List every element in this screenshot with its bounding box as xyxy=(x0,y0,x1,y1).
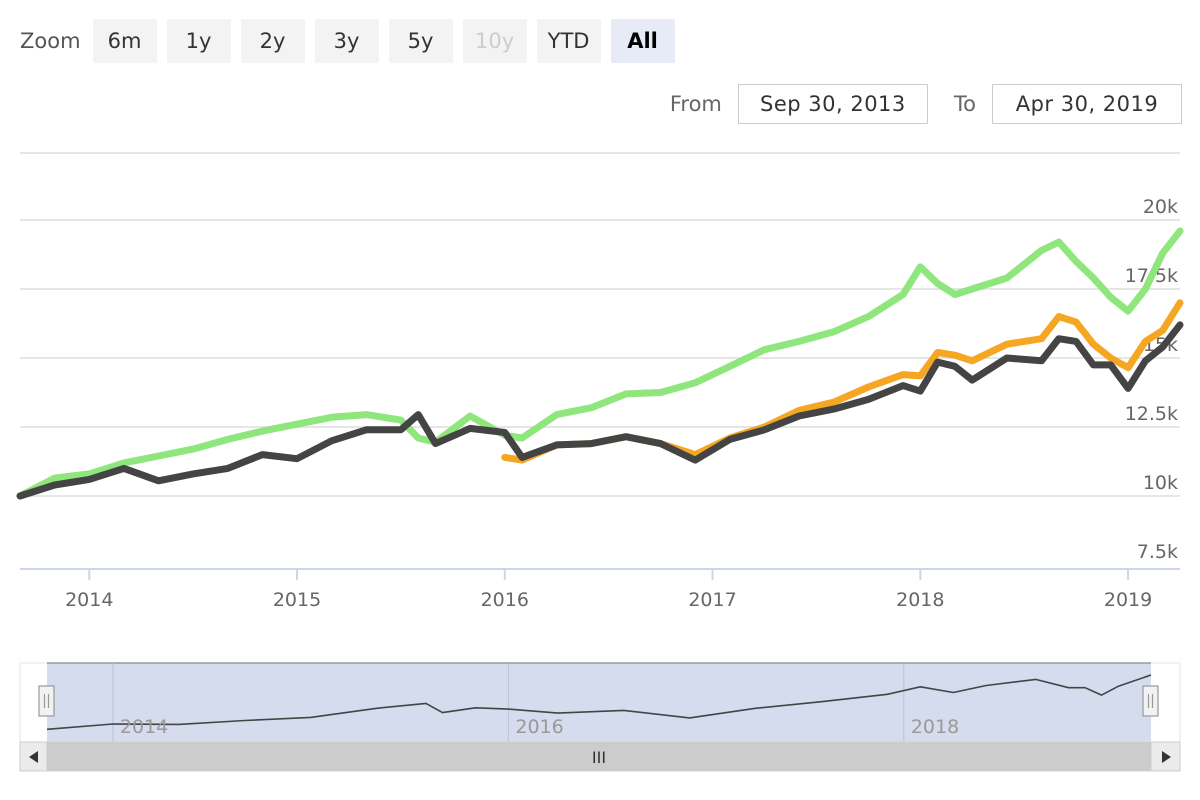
from-date-input[interactable]: Sep 30, 2013 xyxy=(737,84,928,124)
navigator-series-line xyxy=(46,674,1152,731)
navigator-selected-range[interactable] xyxy=(47,663,1151,743)
x-tick-label: 2014 xyxy=(65,589,113,611)
navigator[interactable]: 2014 2016 2018 xyxy=(19,662,1181,744)
y-tick-label: 10k xyxy=(1143,472,1178,494)
navigator-grid xyxy=(112,663,905,742)
series-line-0 xyxy=(16,227,1184,500)
to-label: To xyxy=(953,92,976,116)
zoom-ytd-button[interactable]: YTD xyxy=(536,19,601,63)
zoom-label: Zoom xyxy=(20,29,81,53)
zoom-6m-button[interactable]: 6m xyxy=(92,19,157,63)
navigator-line xyxy=(46,674,1152,731)
scrollbar[interactable]: III xyxy=(19,741,1181,772)
x-tick-label: 2018 xyxy=(896,589,944,611)
x-tick-label: 2016 xyxy=(481,589,529,611)
to-date-input[interactable]: Apr 30, 2019 xyxy=(992,84,1182,124)
x-tick-label: 2015 xyxy=(273,589,321,611)
x-tick-label: 2019 xyxy=(1104,589,1152,611)
navigator-right-handle[interactable] xyxy=(1142,685,1159,717)
navigator-tick-label: 2016 xyxy=(515,716,563,738)
navigator-tick-label: 2014 xyxy=(120,716,168,738)
y-tick-label: 12.5k xyxy=(1125,403,1178,425)
navigator-left-handle[interactable] xyxy=(38,685,55,717)
from-label: From xyxy=(669,92,722,116)
triangle-left-icon[interactable] xyxy=(29,751,38,763)
scrollbar-right-button[interactable] xyxy=(1150,741,1181,772)
zoom-1y-button[interactable]: 1y xyxy=(166,19,231,63)
y-tick-label: 7.5k xyxy=(1137,541,1178,563)
x-tick-label: 2017 xyxy=(688,589,736,611)
navigator-tick-labels: 2014 2016 2018 xyxy=(120,716,959,738)
zoom-bar: Zoom 6m 1y 2y 3y 5y 10y YTD All xyxy=(20,18,685,64)
x-axis-ticks: 2014 2015 2016 2017 2018 2019 xyxy=(65,569,1152,611)
zoom-3y-button[interactable]: 3y xyxy=(314,19,379,63)
series-lines xyxy=(16,227,1184,500)
y-grid xyxy=(20,219,1180,497)
scrollbar-thumb[interactable] xyxy=(47,742,1151,771)
navigator-tick-label: 2018 xyxy=(911,716,959,738)
y-tick-label: 20k xyxy=(1143,196,1178,218)
zoom-2y-button[interactable]: 2y xyxy=(240,19,305,63)
scrollbar-grip[interactable]: III xyxy=(592,748,606,767)
triangle-right-icon[interactable] xyxy=(1162,751,1171,763)
zoom-5y-button[interactable]: 5y xyxy=(388,19,453,63)
zoom-10y-button[interactable]: 10y xyxy=(462,19,527,63)
zoom-all-button[interactable]: All xyxy=(610,19,675,63)
series-line-2 xyxy=(16,321,1184,500)
date-range-inputs: From Sep 30, 2013 To Apr 30, 2019 xyxy=(670,84,1182,124)
